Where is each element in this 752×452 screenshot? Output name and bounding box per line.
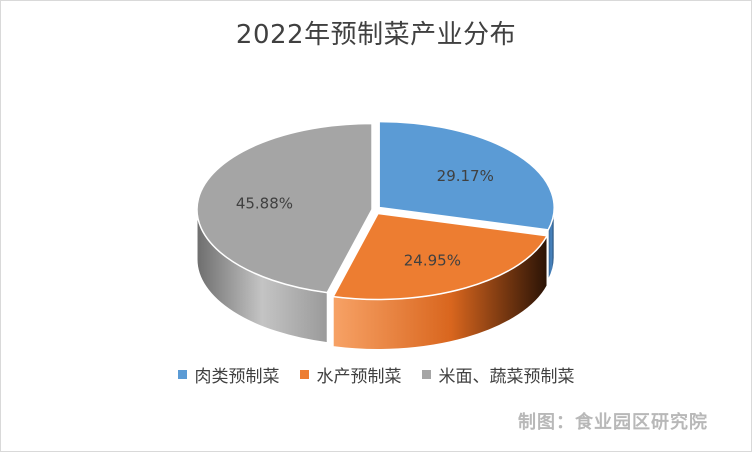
source-credit: 制图：食业园区研究院: [518, 412, 708, 433]
legend-label-grain-veg: 米面、蔬菜预制菜: [438, 367, 575, 387]
pie-slice-grain-veg: [196, 122, 373, 294]
legend-label-meat: 肉类预制菜: [194, 367, 280, 387]
legend-item-grain-veg: 米面、蔬菜预制菜: [421, 362, 575, 387]
chart-legend: 肉类预制菜 水产预制菜 米面、蔬菜预制菜: [0, 362, 752, 387]
legend-label-seafood: 水产预制菜: [316, 367, 402, 387]
data-label-seafood: 24.95%: [404, 252, 461, 270]
data-label-grain-veg: 45.88%: [236, 195, 293, 213]
chart-title: 2022年预制菜产业分布: [235, 20, 517, 50]
legend-swatch-grain-veg: [421, 370, 431, 379]
legend-item-meat: 肉类预制菜: [177, 362, 280, 387]
pie-slice-meat: [378, 120, 555, 231]
data-label-meat: 29.17%: [437, 167, 494, 185]
legend-item-seafood: 水产预制菜: [299, 362, 402, 387]
legend-swatch-seafood: [299, 370, 309, 379]
legend-swatch-meat: [177, 370, 187, 379]
pie-slice-seafood: [332, 212, 549, 301]
